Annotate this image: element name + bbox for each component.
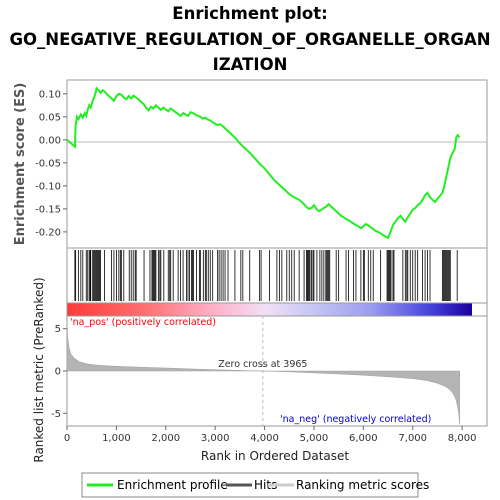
x-tick-label: 1,000: [102, 433, 131, 444]
es-y-axis-title: Enrichment score (ES): [13, 83, 28, 246]
es-y-tick-label: -0.20: [35, 227, 61, 238]
es-y-tick-label: -0.10: [35, 181, 61, 192]
chart-title-line-1: Enrichment plot:: [172, 4, 327, 23]
es-y-ticks: 0.10 0.05 0.00 -0.05 -0.10 -0.15 -0.20: [35, 89, 67, 238]
chart-title-line-2: GO_NEGATIVE_REGULATION_OF_ORGANELLE_ORGA…: [9, 30, 490, 49]
es-y-tick-label: -0.05: [35, 158, 61, 169]
es-panel: 0.10 0.05 0.00 -0.05 -0.10 -0.15 -0.20 Enrichm…: [13, 79, 488, 249]
es-y-tick-label: 0.10: [39, 89, 61, 100]
zero-cross-label: Zero cross at 3965: [218, 359, 307, 370]
x-tick-label: 0: [64, 433, 70, 444]
es-plot-frame: [66, 79, 488, 249]
chart-title-line-3: IZATION: [213, 55, 288, 74]
metric-y-tick-label: 0: [55, 367, 61, 378]
x-axis-title: Rank in Ordered Dataset: [201, 449, 349, 463]
legend-metric-label: Ranking metric scores: [296, 478, 429, 492]
metric-y-tick-label: 5: [55, 324, 61, 335]
ranking-metric-area: [66, 321, 460, 425]
enrichment-profile-line: [66, 86, 461, 240]
rank-color-band: [67, 303, 472, 316]
x-tick-label: 7,000: [398, 433, 427, 444]
x-tick-label: 4,000: [250, 433, 279, 444]
positive-correlation-label: 'na_pos' (positively correlated): [70, 317, 216, 328]
legend-enrichment-label: Enrichment profile: [117, 478, 228, 492]
metric-y-axis-title: Ranked list metric (PreRanked): [32, 277, 46, 462]
metric-x-ticks: 0 1,000 2,000 3,000 4,000 5,000 6,000 7,000 8,00…: [64, 426, 477, 444]
negative-correlation-label: 'na_neg' (negatively correlated): [280, 414, 431, 425]
hits-panel: [66, 247, 488, 304]
legend-hits-label: Hits: [254, 478, 277, 492]
metric-panel: Zero cross at 3965 'na_pos' (positively …: [32, 277, 488, 463]
es-y-tick-label: -0.15: [35, 204, 61, 215]
metric-y-tick-label: -5: [51, 409, 61, 420]
hit-lines: [74, 250, 458, 301]
legend: Enrichment profile Hits Ranking metric s…: [81, 472, 429, 498]
x-tick-label: 2,000: [151, 433, 180, 444]
x-tick-label: 3,000: [201, 433, 230, 444]
x-tick-label: 5,000: [300, 433, 329, 444]
x-tick-label: 6,000: [349, 433, 378, 444]
x-tick-label: 8,000: [448, 433, 477, 444]
es-y-tick-label: 0.00: [39, 135, 61, 146]
metric-y-ticks: 5 0 -5: [51, 324, 67, 420]
es-y-tick-label: 0.05: [39, 112, 61, 123]
